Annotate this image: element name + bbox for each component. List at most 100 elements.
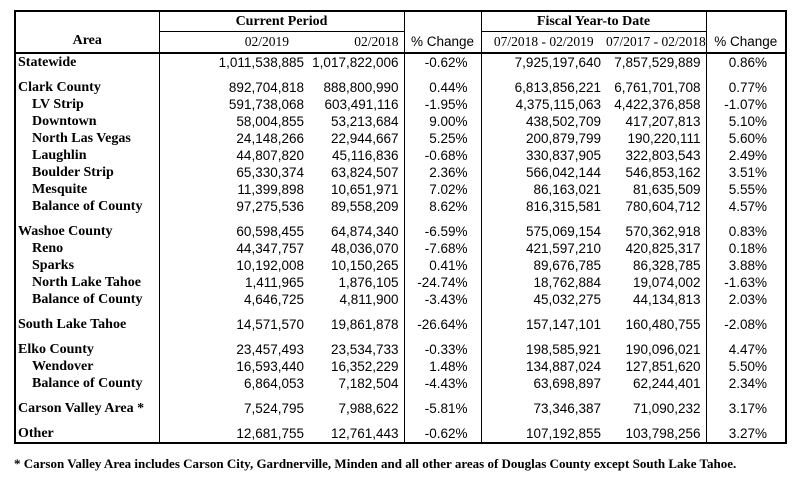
cp-2019-value-cell: 65,330,374 (236, 165, 304, 180)
table-row: Washoe County 60,598,455 64,874,340 -6.59% 5… (15, 223, 787, 240)
group-spacer-row (15, 215, 787, 223)
fy-2017-2018-value-cell: 71,090,232 (632, 401, 701, 416)
pct-change-current-cell: 0.41% (403, 257, 482, 274)
fy-2018-2019-value-cell: 89,676,785 (533, 258, 602, 273)
spacer-cell (159, 71, 309, 79)
pct-change-current-cell: 8.62% (403, 198, 482, 215)
spacer-cell (403, 392, 482, 400)
pct-change-fiscal-cell: 4.57% (705, 198, 787, 215)
pct-change-current-cell: 7.02% (403, 181, 482, 198)
area-cell: South Lake Tahoe (15, 316, 160, 333)
fy-2018-2019-value-cell: 63,698,897 (533, 376, 602, 391)
pct-change-current-cell: 9.00% (403, 113, 482, 130)
spacer-cell (403, 71, 482, 79)
cp-2019-value-cell: 23,457,493 (236, 342, 304, 357)
fy-2018-2019-value-cell: 566,042,144 (525, 165, 602, 180)
table-row: Balance of County 4,646,725 4,811,900 -3.43… (15, 291, 787, 308)
area-cell: Balance of County (15, 291, 160, 308)
spacer-cell (606, 308, 706, 316)
cp-2018-value-cell: 53,213,684 (330, 114, 399, 129)
fy-2018-2019-value-cell: 330,837,905 (525, 148, 602, 163)
spacer-cell (606, 417, 706, 425)
fy-2017-2018-value-cell: 322,803,543 (625, 148, 701, 163)
spacer-cell (15, 392, 160, 400)
area-cell: North Las Vegas (15, 130, 160, 147)
pct-change-header-fiscal: % Change (705, 11, 787, 54)
spacer-cell (309, 392, 404, 400)
area-column-header: Area (15, 11, 160, 54)
pct-change-current-cell: -0.68% (403, 147, 482, 164)
table-body: Statewide 1,011,538,885 1,017,822,006 -0.62… (15, 53, 787, 443)
group-spacer-row (15, 333, 787, 341)
table-row: LV Strip 591,738,068 603,491,116 -1.95% 4,37… (15, 96, 787, 113)
cp-2019-value-cell: 16,593,440 (236, 359, 304, 374)
area-cell: North Lake Tahoe (15, 274, 160, 291)
footnote: * Carson Valley Area includes Carson Cit… (14, 456, 737, 471)
cp-2019-value-cell: 4,646,725 (243, 292, 304, 307)
cp-2019-value-cell: 591,738,068 (228, 97, 304, 112)
fy-2018-2019-value-cell: 4,375,115,063 (515, 97, 602, 112)
fy-2018-2019-value-cell: 157,147,101 (525, 317, 602, 332)
spacer-cell (309, 308, 404, 316)
spacer-cell (309, 333, 404, 341)
cp-2018-value-cell: 89,558,209 (330, 199, 399, 214)
fy-2017-2018-value-cell: 19,074,002 (632, 275, 701, 290)
fy-2018-2019-value-cell: 45,032,275 (533, 292, 602, 307)
table-row: Balance of County 6,864,053 7,182,504 -4.43… (15, 375, 787, 392)
group-spacer-row (15, 417, 787, 425)
pct-change-fiscal-cell: -1.07% (705, 96, 787, 113)
cp-2018-value-cell: 16,352,229 (330, 359, 399, 374)
spacer-cell (159, 215, 309, 223)
spacer-cell (159, 308, 309, 316)
cp-2019-value-cell: 60,598,455 (236, 224, 304, 239)
area-cell: Reno (15, 240, 160, 257)
cp-2018-value-cell: 10,150,265 (330, 258, 399, 273)
pct-change-fiscal-cell: 5.50% (705, 358, 787, 375)
fy-2017-2018-value-cell: 4,422,376,858 (614, 97, 701, 112)
fy-2017-2018-value-cell: 86,328,785 (632, 258, 701, 273)
fy-2017-2018-value-cell: 417,207,813 (625, 114, 701, 129)
pct-change-fiscal-cell: 5.10% (705, 113, 787, 130)
spacer-cell (481, 308, 606, 316)
cp-2018-value-cell: 7,988,622 (338, 401, 399, 416)
pct-change-fiscal-cell: -2.08% (705, 316, 787, 333)
cp-2019-value-cell: 892,704,818 (228, 80, 304, 95)
col-header-02-2019: 02/2019 (159, 31, 309, 54)
spacer-cell (309, 71, 404, 79)
cp-2018-value-cell: 10,651,971 (330, 182, 399, 197)
cp-2018-value-cell: 1,017,822,006 (312, 55, 399, 70)
fy-2018-2019-value-cell: 107,192,855 (525, 426, 602, 441)
spacer-cell (403, 215, 482, 223)
fy-2017-2018-value-cell: 62,244,401 (632, 376, 701, 391)
group-spacer-row (15, 71, 787, 79)
pct-change-current-cell: 0.44% (403, 79, 482, 96)
cp-2018-value-cell: 7,182,504 (338, 376, 399, 391)
cp-2018-value-cell: 4,811,900 (339, 292, 399, 307)
fy-2017-2018-value-cell: 6,761,701,708 (614, 80, 701, 95)
pct-change-current-cell: 2.36% (403, 164, 482, 181)
gaming-revenue-by-area-table: Area Current Period % Change Fiscal Year… (14, 10, 788, 444)
fy-2017-2018-value-cell: 81,635,509 (632, 182, 701, 197)
spacer-cell (15, 215, 160, 223)
fy-2018-2019-value-cell: 816,315,581 (525, 199, 602, 214)
pct-change-current-cell: -24.74% (403, 274, 482, 291)
col-header-fy-2017-2018: 07/2017 - 02/2018 (606, 31, 707, 54)
cp-2019-value-cell: 7,524,795 (243, 401, 304, 416)
spacer-cell (705, 215, 787, 223)
cp-2019-value-cell: 58,004,855 (236, 114, 304, 129)
pct-change-fiscal-cell: -1.63% (705, 274, 787, 291)
spacer-cell (606, 215, 706, 223)
fy-2017-2018-value-cell: 127,851,620 (625, 359, 701, 374)
cp-2019-value-cell: 44,807,820 (236, 148, 304, 163)
header-row-sections: Area Current Period % Change Fiscal Year… (15, 11, 787, 54)
table-row: Elko County 23,457,493 23,534,733 -0.33% 198… (15, 341, 787, 358)
spacer-cell (309, 417, 404, 425)
pct-change-current-cell: -0.62% (403, 425, 482, 443)
pct-change-fiscal-cell: 0.77% (705, 79, 787, 96)
area-cell: Clark County (15, 79, 160, 96)
fy-2018-2019-value-cell: 18,762,884 (533, 275, 602, 290)
fy-2017-2018-value-cell: 44,134,813 (632, 292, 701, 307)
fy-2018-2019-value-cell: 421,597,210 (525, 241, 602, 256)
table-row: Reno 44,347,757 48,036,070 -7.68% 421,597,21… (15, 240, 787, 257)
cp-2019-value-cell: 11,399,898 (237, 182, 304, 197)
